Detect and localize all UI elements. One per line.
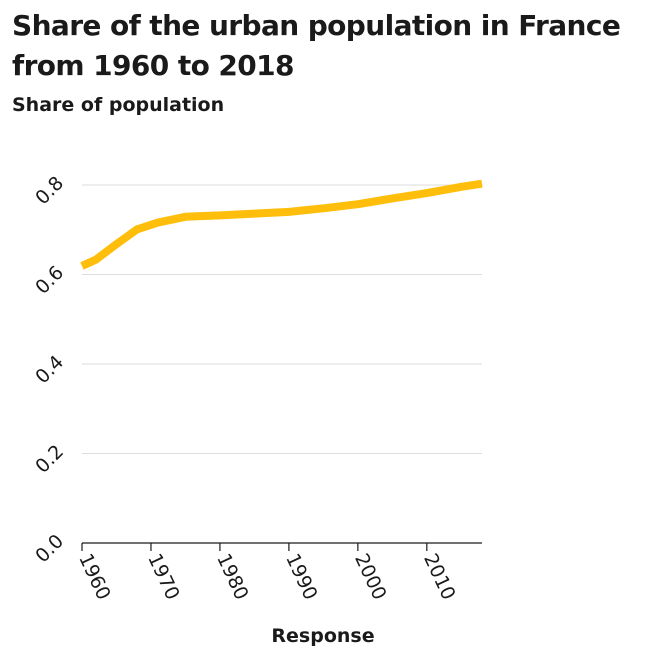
y-tick-label: 0.6 [31, 262, 68, 299]
x-tick-label: 1990 [281, 550, 321, 603]
x-tick-label: 1960 [74, 550, 114, 603]
x-tick-label: 1980 [212, 550, 252, 603]
series-layer [80, 179, 483, 270]
gridlines [82, 184, 482, 454]
x-axis-title: Response [271, 625, 375, 647]
y-tick-label: 0.0 [31, 530, 68, 567]
axes [81, 542, 482, 551]
x-tick-label: 2000 [350, 550, 390, 603]
chart-title: Share of the urban population in France … [12, 9, 621, 82]
y-tick-label: 0.8 [31, 172, 68, 209]
x-tick-label: 1970 [143, 550, 183, 603]
tick-labels: 0.0 0.2 0.4 0.6 0.8 1960 1970 1980 1990 2000 2010 [31, 172, 459, 603]
series-line [80, 179, 483, 270]
y-tick-label: 0.2 [31, 441, 68, 478]
x-tick-label: 2010 [419, 550, 459, 603]
y-tick-label: 0.4 [31, 351, 68, 388]
y-axis-title: Share of population [12, 94, 225, 116]
